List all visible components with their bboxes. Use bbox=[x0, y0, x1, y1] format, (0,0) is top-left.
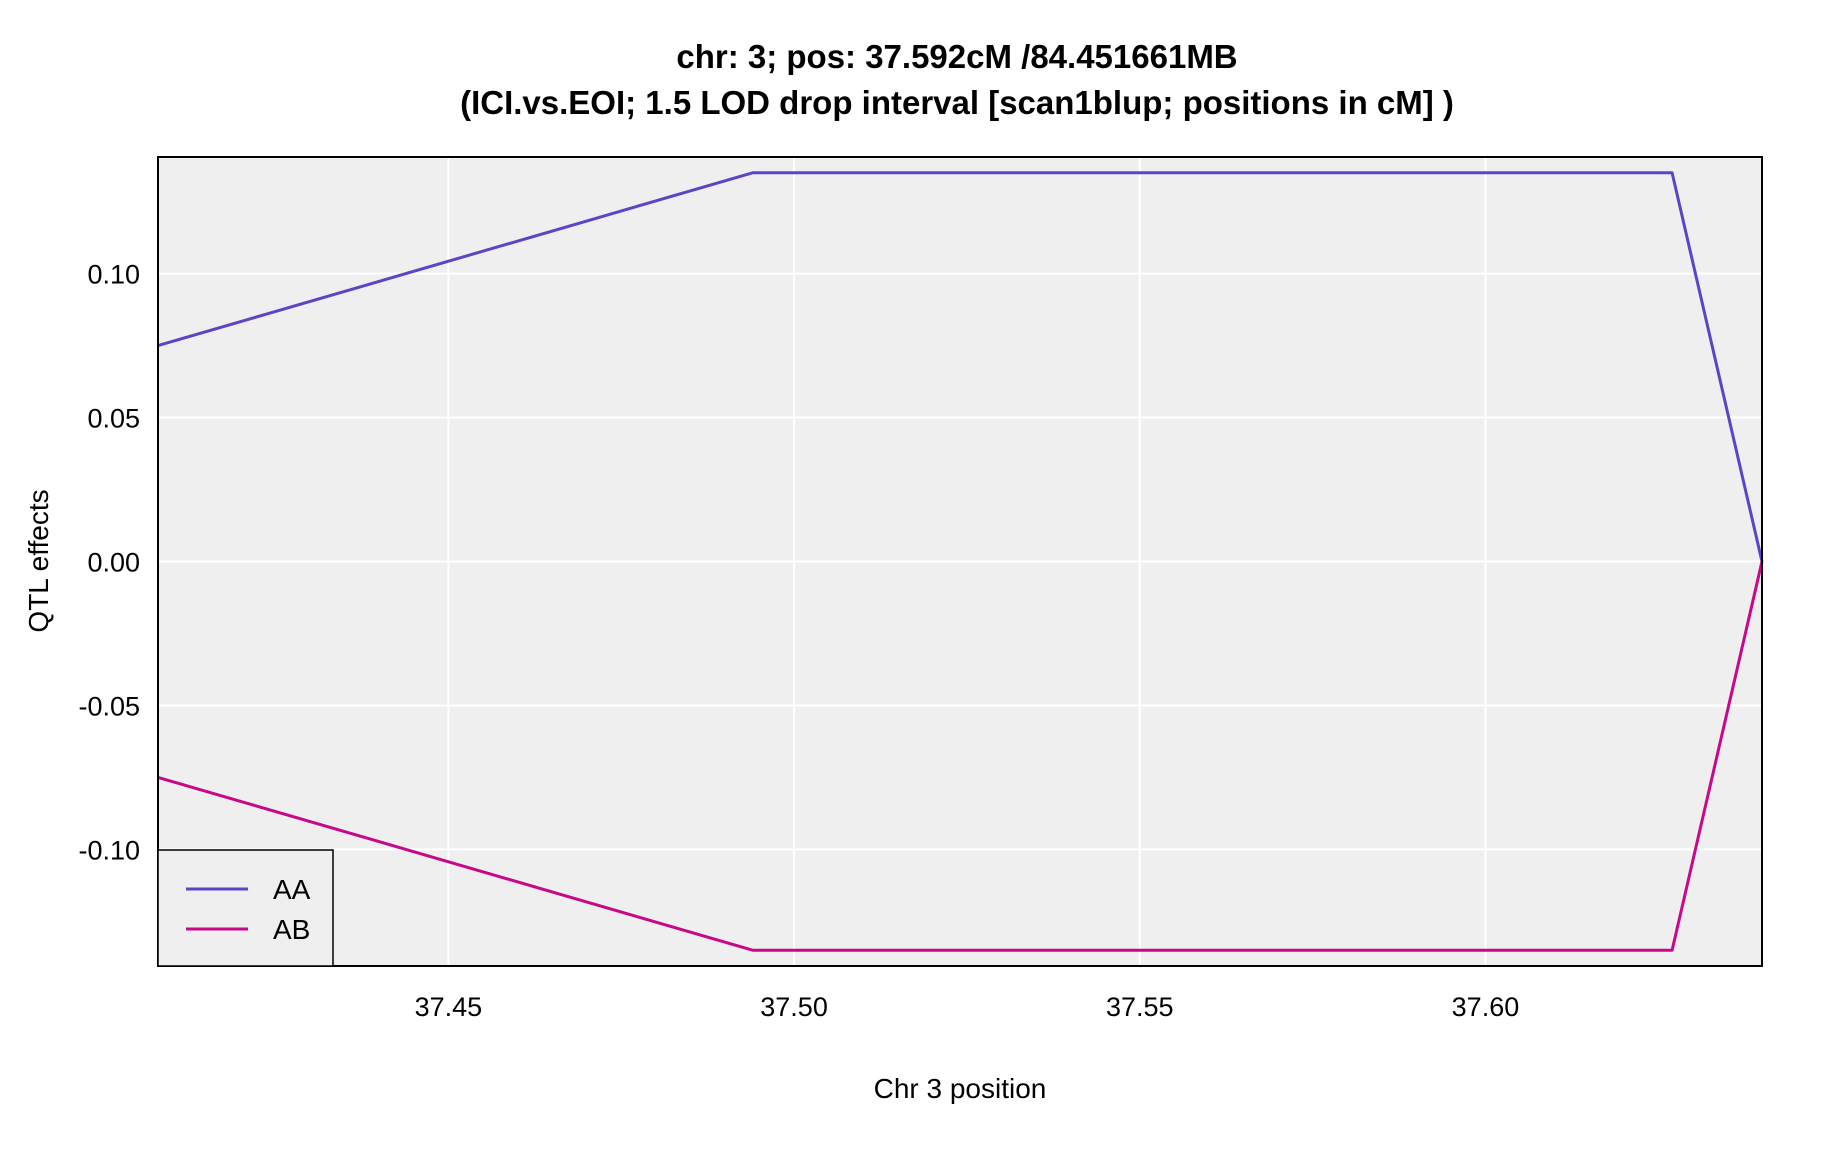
chart-title-line2: (ICI.vs.EOI; 1.5 LOD drop interval [scan… bbox=[460, 84, 1454, 121]
series-line-ab bbox=[157, 561, 1764, 952]
legend: AA AB bbox=[157, 849, 334, 967]
x-axis-ticks: 37.45 37.50 37.55 37.60 bbox=[415, 992, 1520, 1022]
x-tick-label: 37.55 bbox=[1106, 992, 1174, 1022]
legend-box bbox=[157, 849, 334, 967]
x-tick-label: 37.45 bbox=[415, 992, 483, 1022]
x-tick-label: 37.60 bbox=[1452, 992, 1520, 1022]
x-axis-label: Chr 3 position bbox=[874, 1073, 1047, 1104]
y-tick-label: 0.10 bbox=[87, 260, 140, 290]
series-line-aa bbox=[157, 171, 1764, 562]
y-axis-label: QTL effects bbox=[23, 489, 54, 632]
y-tick-label: -0.10 bbox=[78, 835, 140, 865]
x-tick-label: 37.50 bbox=[760, 992, 828, 1022]
y-axis-ticks: 0.10 0.05 0.00 -0.05 -0.10 bbox=[78, 260, 140, 866]
legend-label-ab: AB bbox=[273, 914, 310, 945]
y-tick-label: 0.00 bbox=[87, 548, 140, 578]
grid bbox=[158, 157, 1762, 966]
plot-frame bbox=[157, 156, 1763, 967]
chart-title-line1: chr: 3; pos: 37.592cM /84.451661MB bbox=[676, 38, 1237, 75]
y-tick-label: 0.05 bbox=[87, 404, 140, 434]
series-lines bbox=[157, 171, 1764, 952]
legend-label-aa: AA bbox=[273, 874, 311, 905]
y-tick-label: -0.05 bbox=[78, 691, 140, 721]
